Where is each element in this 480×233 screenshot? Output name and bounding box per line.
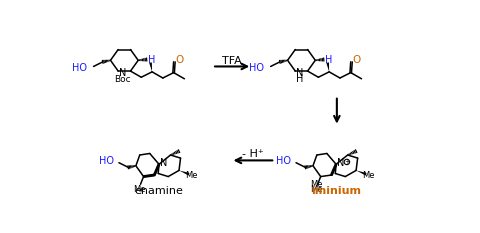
Text: Me: Me: [185, 171, 198, 180]
Text: +: +: [344, 159, 350, 165]
Text: iminium: iminium: [311, 186, 361, 196]
Text: HO: HO: [98, 156, 114, 166]
Text: HO: HO: [250, 63, 264, 73]
Text: N: N: [160, 158, 168, 168]
Text: Me: Me: [362, 171, 375, 180]
Text: N: N: [119, 68, 127, 78]
Text: H: H: [148, 55, 155, 65]
Text: - H⁺: - H⁺: [242, 149, 264, 159]
Text: Me: Me: [132, 185, 145, 194]
Polygon shape: [149, 62, 152, 72]
Text: N: N: [296, 68, 303, 78]
Text: HO: HO: [72, 63, 87, 73]
Text: H: H: [296, 74, 303, 84]
Text: Me: Me: [310, 185, 323, 194]
Polygon shape: [179, 170, 190, 175]
Text: O: O: [353, 55, 361, 65]
Text: O: O: [176, 55, 184, 65]
Polygon shape: [326, 62, 329, 72]
Text: enamine: enamine: [134, 186, 183, 196]
Text: HO: HO: [276, 156, 291, 166]
Text: TFA: TFA: [222, 56, 242, 66]
Text: H: H: [324, 55, 332, 65]
Text: Me: Me: [311, 180, 323, 189]
Polygon shape: [356, 170, 367, 175]
Text: N: N: [337, 158, 344, 168]
Text: Boc: Boc: [115, 75, 131, 84]
